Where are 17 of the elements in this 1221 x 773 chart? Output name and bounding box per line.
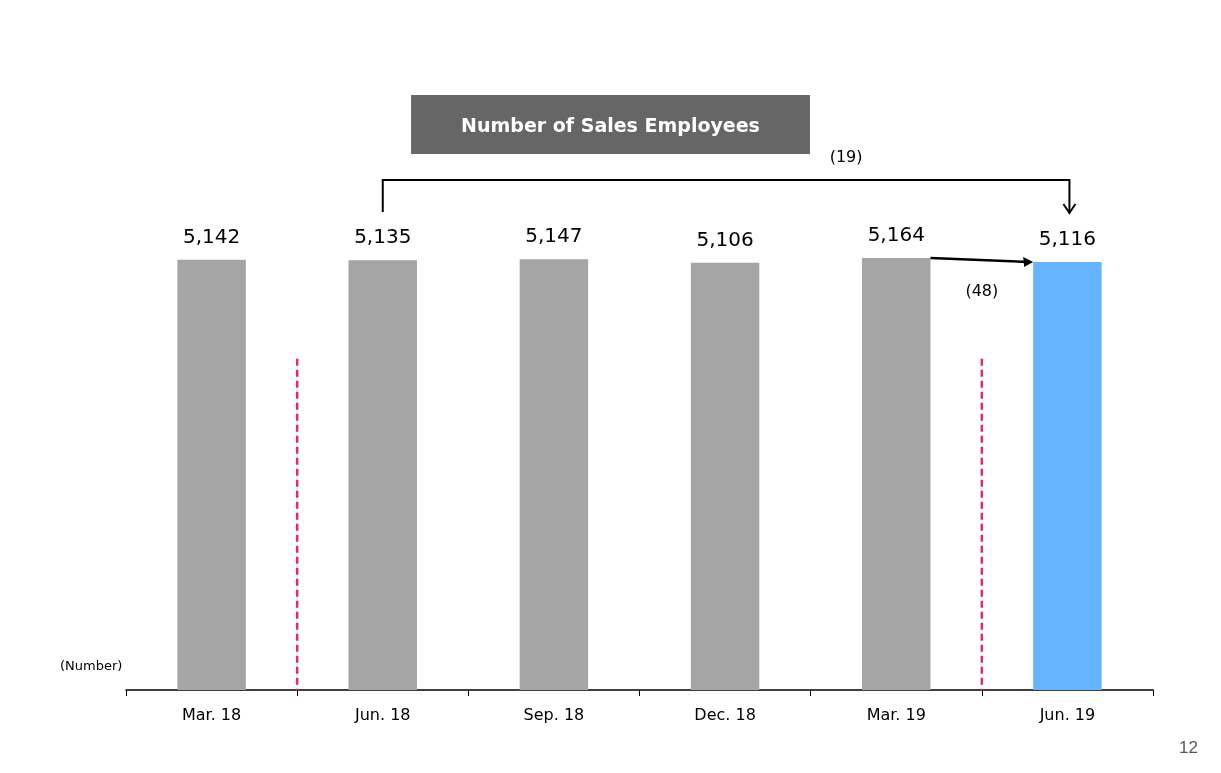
data-label: 5,147 (525, 223, 583, 248)
x-tick-label: Dec. 18 (694, 704, 756, 724)
chart-title: Number of Sales Employees (461, 113, 760, 136)
data-label: 5,116 (1038, 225, 1097, 250)
x-tick-label: Mar. 18 (181, 704, 242, 724)
data-label: 5,142 (182, 223, 241, 248)
data-label: 5,106 (696, 226, 754, 251)
text: (Number) (60, 658, 123, 673)
x-tick-label: Jun. 18 (353, 704, 411, 724)
data-label: 5,164 (867, 221, 925, 246)
text: (19) (829, 146, 863, 166)
x-tick-label: Jun. 19 (1038, 704, 1096, 724)
data-label: 5,135 (354, 224, 412, 249)
x-tick-label: Mar. 19 (866, 704, 926, 724)
annotation: (48) (965, 280, 999, 300)
x-tick-label: Sep. 18 (523, 704, 585, 724)
text: 12 (1179, 738, 1198, 757)
